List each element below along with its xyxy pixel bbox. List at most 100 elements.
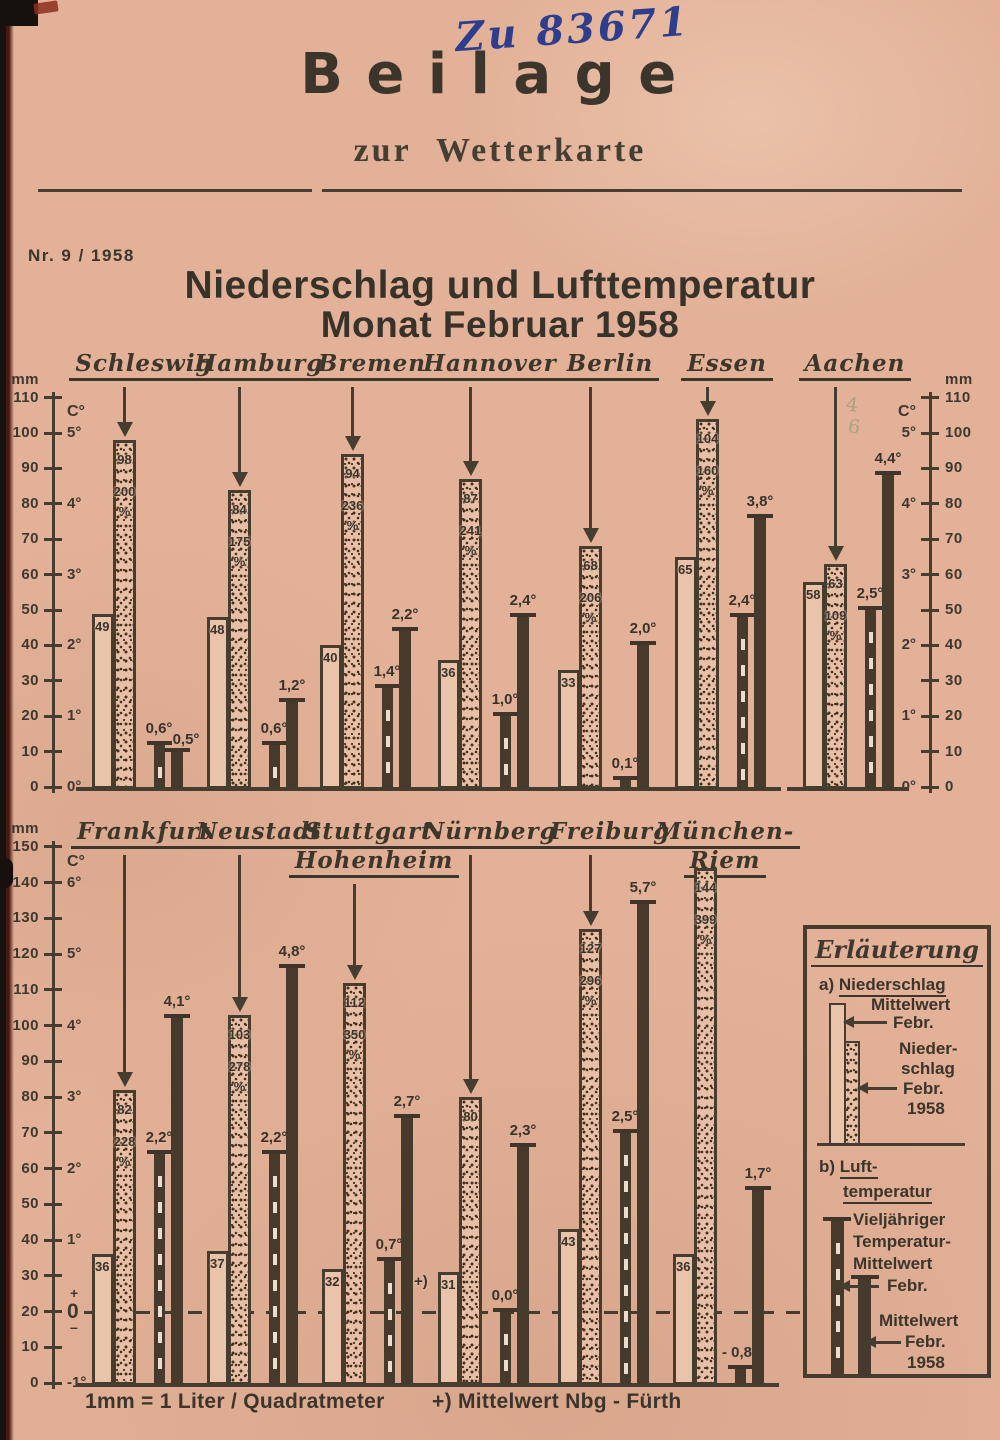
arrow-left-icon [865,1336,901,1348]
pointer-arrowhead-icon [232,472,248,487]
precip-mean-value: 36 [95,1259,110,1274]
legend-precip1958-label2: schlag [901,1059,955,1078]
temp-longterm-cap [375,684,400,688]
temp-1958-cap [279,964,305,968]
precip-mean-value: 31 [441,1277,456,1292]
mm-tick [44,1096,62,1099]
mm-tick [44,1239,62,1242]
percent-sign: % [118,504,131,519]
temp-1958-value: 0,5° [172,731,200,748]
pointer-arrowhead-icon [583,911,599,926]
legend-title-wrap: Erläuterung [807,935,987,967]
pointer-arrowhead-icon [463,1079,479,1094]
pointer-arrow-line [834,387,837,547]
precip-mean-bar [207,1251,229,1385]
temp-tick-label: 5° [901,424,916,441]
legend-section-b-title2-text: temperatur [843,1182,932,1204]
temp-longterm-slits [157,1161,162,1379]
baseline-segment [542,787,664,791]
precip-mean-value: 36 [441,665,456,680]
temp-longterm-cap [262,1150,287,1154]
temp-longterm-slits [740,624,745,783]
mm-tick [44,1382,62,1385]
city-name: Essen [681,350,773,381]
percent-sign: % [348,1047,361,1062]
precip-1958-bar [459,1097,482,1385]
mm-tick-label: 40 [945,636,963,653]
mm-tick-label: 40 [21,636,39,653]
mm-tick [44,845,62,848]
temp-1958-bar [171,1018,183,1385]
mm-tick [921,786,939,789]
mm-tick-label: 0 [945,778,954,795]
legend-baseline [817,1143,965,1146]
temp-tick-label: 2° [901,636,916,653]
unit-footnote: 1mm = 1 Liter / Quadratmeter [85,1390,385,1413]
baseline-segment [422,787,544,791]
pointer-arrow-line [351,387,354,437]
temp-1958-bar [637,904,649,1385]
mm-tick [44,917,62,920]
precip-mean-value: 58 [806,587,821,602]
temp-longterm-value: 2,5° [611,1108,639,1125]
mm-tick [921,715,939,718]
precip-1958-value: 80 [463,1109,478,1124]
pointer-arrowhead-icon [828,546,844,561]
mm-tick [921,467,939,470]
mm-tick-label: 80 [21,1088,39,1105]
precip-1958-bar [341,454,364,789]
mm-tick-label: 50 [945,601,963,618]
precip-mean-value: 49 [95,619,110,634]
legend-mean-label: Mittelwert [871,995,951,1014]
legend-1958temp-label2: Febr. [905,1332,946,1351]
temp-longterm-cap [613,776,638,780]
precip-1958-percent: 399 [694,912,717,927]
mm-tick [44,881,62,884]
mm-tick [44,1346,62,1349]
mm-tick [921,538,939,541]
precip-1958-percent: 228 [113,1134,136,1149]
city-label: Stuttgart- Hohenheim [279,818,469,878]
precip-1958-percent: 206 [579,590,602,605]
precip-mean-bar [558,1229,580,1385]
temp-longterm-cap [858,606,883,610]
percent-sign: % [701,483,714,498]
mm-tick-label: 30 [945,672,963,689]
mm-tick-label: 90 [21,1052,39,1069]
mm-tick [44,1310,62,1313]
baseline-segment [542,1383,664,1387]
mm-tick-label: 100 [12,1017,39,1034]
precip-mean-bar [438,660,460,789]
mm-tick-label: 100 [12,424,39,441]
temp-longterm-bar [382,688,393,789]
pointer-arrowhead-icon [347,965,363,980]
mm-tick-label: 70 [945,530,963,547]
temp-longterm-cap [147,1150,172,1154]
temp-longterm-value: 1,0° [491,691,519,708]
city-name-line2: Hohenheim [288,846,460,878]
pointer-arrowhead-icon [700,401,716,416]
city-label: Hamburg [164,350,354,381]
precip-1958-value: 104 [696,431,719,446]
mm-tick-label: 100 [945,424,972,441]
temp-tick-label: 3° [67,566,82,583]
legend-longterm-temp-bar [831,1221,844,1376]
temp-longterm-bar [154,1154,165,1385]
baseline-segment [787,787,909,791]
mm-tick [921,396,939,399]
temp-tick-label: 5° [67,945,82,962]
pointer-arrow-line [706,387,709,402]
percent-sign: % [584,993,597,1008]
pointer-arrowhead-icon [583,528,599,543]
temp-1958-bar [882,475,894,789]
temp-1958-bar [171,752,183,789]
mm-tick [44,715,62,718]
baseline-segment [657,1383,779,1387]
temp-longterm-value: - 0,8° [721,1344,759,1361]
city-label: Bremen [277,350,467,381]
legend-box: Erläuterung a) Niederschlag Mittelwert F… [803,925,991,1378]
mm-tick-label: 10 [945,743,963,760]
temp-1958-value: 2,3° [509,1122,537,1139]
legend-longterm-label1: Vieljähriger [853,1210,946,1229]
temp-1958-bar [754,518,766,789]
